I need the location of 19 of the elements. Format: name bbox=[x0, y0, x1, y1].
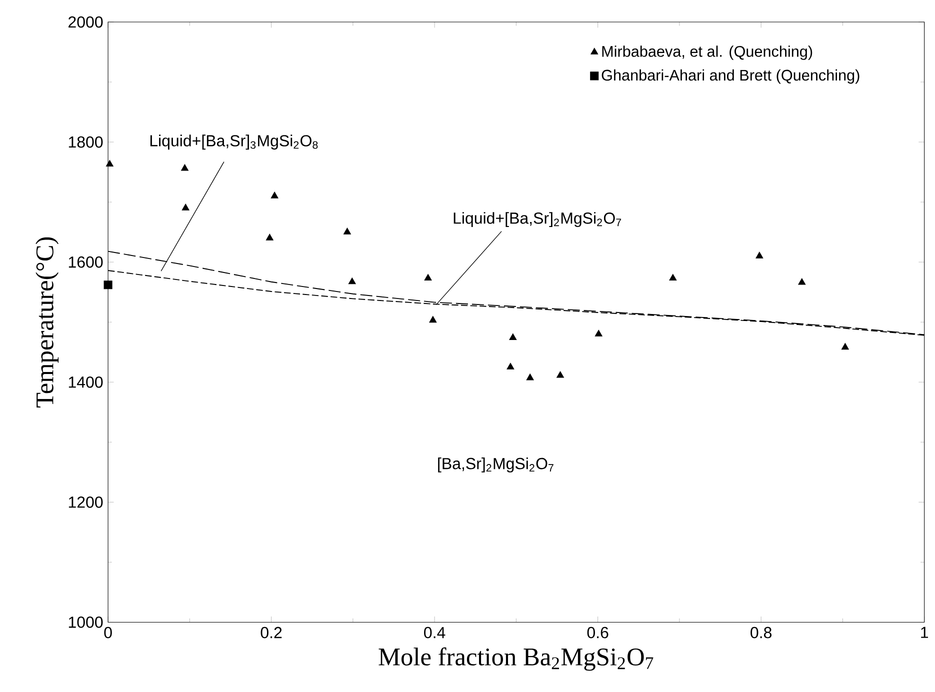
x-tick-label: 0 bbox=[104, 626, 112, 638]
y-tick-label: 1400 bbox=[68, 376, 103, 388]
x-tick-label: 0.6 bbox=[587, 626, 608, 638]
legend-label: Mirbabaeva, et al. (Quenching) bbox=[602, 46, 812, 60]
y-tick-label: 1200 bbox=[68, 496, 103, 508]
y-tick-label: 1000 bbox=[68, 616, 103, 628]
x-tick-label: 1 bbox=[921, 626, 928, 638]
x-tick-label: 0.2 bbox=[260, 626, 282, 638]
annotation: Liquid+[Ba,Sr]$_{3}$MgSi$_{2}$O$_{8}$ bbox=[150, 134, 318, 150]
annotation: [Ba,Sr]$_{2}$MgSi$_{2}$O$_{7}$ bbox=[438, 457, 554, 472]
y-axis-title: Temperature(°C) bbox=[36, 237, 59, 408]
x-tick-label: 0.4 bbox=[424, 626, 446, 638]
legend-label: Ghanbari-Ahari and Brett (Quenching) bbox=[602, 69, 860, 84]
annotation: Liquid+[Ba,Sr]$_{2}$MgSi$_{2}$O$_{7}$ bbox=[454, 212, 622, 227]
y-tick-label: 1800 bbox=[68, 136, 103, 148]
y-tick-label: 1600 bbox=[68, 256, 103, 268]
x-tick-label: 0.8 bbox=[750, 626, 772, 638]
x-axis-title: Mole fraction Ba$_{2}$MgSi$_{2}$O$_{7}$ bbox=[378, 647, 654, 671]
y-tick-label: 2000 bbox=[68, 16, 103, 28]
